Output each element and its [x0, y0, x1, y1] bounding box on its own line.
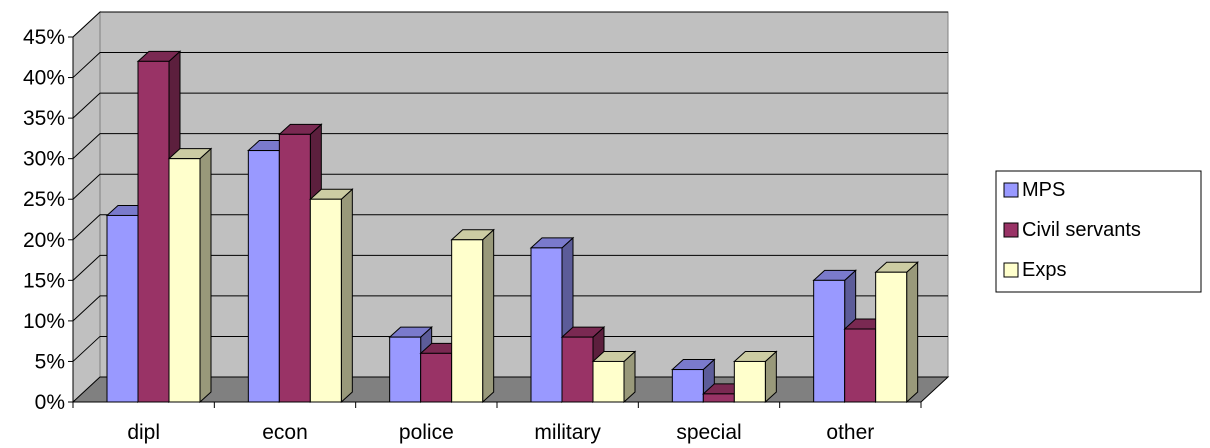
- x-axis-category-labels: dipl econ police military special other: [127, 421, 874, 444]
- legend-label: Civil servants: [1022, 219, 1141, 241]
- legend-swatch: [1003, 182, 1019, 198]
- bars: [105, 50, 919, 404]
- bar-front: [671, 369, 704, 403]
- y-tick-label: 20%: [23, 229, 65, 252]
- bar: [874, 261, 919, 404]
- side-wall: [72, 10, 101, 404]
- bar-front: [733, 360, 766, 403]
- y-tick-label: 45%: [23, 26, 65, 49]
- gridline: [72, 335, 948, 362]
- bar-front: [106, 214, 139, 403]
- x-category-label: other: [826, 421, 874, 444]
- bar-front: [137, 60, 170, 403]
- back-wall: [99, 11, 949, 378]
- bar-front: [702, 393, 735, 403]
- y-tick-label: 25%: [23, 188, 65, 211]
- bar: [560, 325, 606, 404]
- legend-label: MPS: [1022, 179, 1065, 201]
- gridlines: [72, 11, 948, 362]
- x-category-label: econ: [262, 421, 308, 444]
- legend-item: Civil servants: [1003, 219, 1141, 241]
- bar-front: [247, 150, 280, 403]
- gridline: [72, 11, 948, 38]
- bar-side: [906, 261, 919, 404]
- legend-item: Exps: [1003, 259, 1066, 281]
- bar-front: [561, 336, 594, 403]
- y-tick-label: 5%: [35, 350, 65, 373]
- y-axis-tick-labels: 0% 5% 10% 15% 20% 25% 30% 35% 40% 45%: [23, 26, 65, 414]
- gridline: [72, 295, 948, 322]
- bar-front: [451, 239, 484, 403]
- bar-front: [420, 352, 453, 403]
- bar-front: [875, 271, 908, 403]
- x-category-label: special: [676, 421, 741, 444]
- gridline: [72, 52, 948, 78]
- gridline: [72, 214, 948, 241]
- bar: [591, 350, 637, 404]
- bar: [450, 228, 495, 404]
- legend-item: MPS: [1003, 179, 1065, 201]
- bar-front: [592, 360, 625, 403]
- legend: MPS Civil servants Exps: [995, 170, 1202, 293]
- y-tick-label: 15%: [23, 269, 65, 292]
- bar: [167, 147, 213, 404]
- bar-front: [389, 336, 422, 403]
- bar: [733, 350, 778, 404]
- y-tick-label: 40%: [23, 67, 65, 90]
- bar-front: [168, 158, 201, 403]
- y-tick-label: 10%: [23, 310, 65, 333]
- x-category-label: police: [399, 421, 454, 444]
- legend-box: [995, 170, 1202, 293]
- bar-side: [340, 188, 353, 404]
- x-category-label: military: [534, 421, 601, 444]
- legend-swatch: [1003, 262, 1019, 278]
- bar-front: [309, 198, 342, 403]
- bar-side: [199, 147, 212, 404]
- bar: [388, 325, 433, 404]
- y-tick-label: 30%: [23, 148, 65, 171]
- axes: [68, 36, 922, 408]
- gridline: [72, 92, 948, 119]
- legend-swatch: [1003, 222, 1019, 238]
- bar: [309, 188, 354, 404]
- y-tick-label: 0%: [35, 391, 65, 414]
- bar-front: [530, 247, 563, 403]
- bar-side: [482, 228, 495, 404]
- bar-front: [278, 133, 311, 403]
- x-category-label: dipl: [127, 421, 160, 444]
- legend-label: Exps: [1022, 259, 1066, 281]
- gridline: [72, 173, 948, 200]
- gridline: [72, 133, 948, 160]
- chart-walls: [71, 10, 950, 404]
- bar: [671, 358, 716, 404]
- gridline: [72, 254, 948, 281]
- bar-front: [813, 279, 846, 403]
- bar-front: [844, 328, 877, 403]
- y-tick-label: 35%: [23, 107, 65, 130]
